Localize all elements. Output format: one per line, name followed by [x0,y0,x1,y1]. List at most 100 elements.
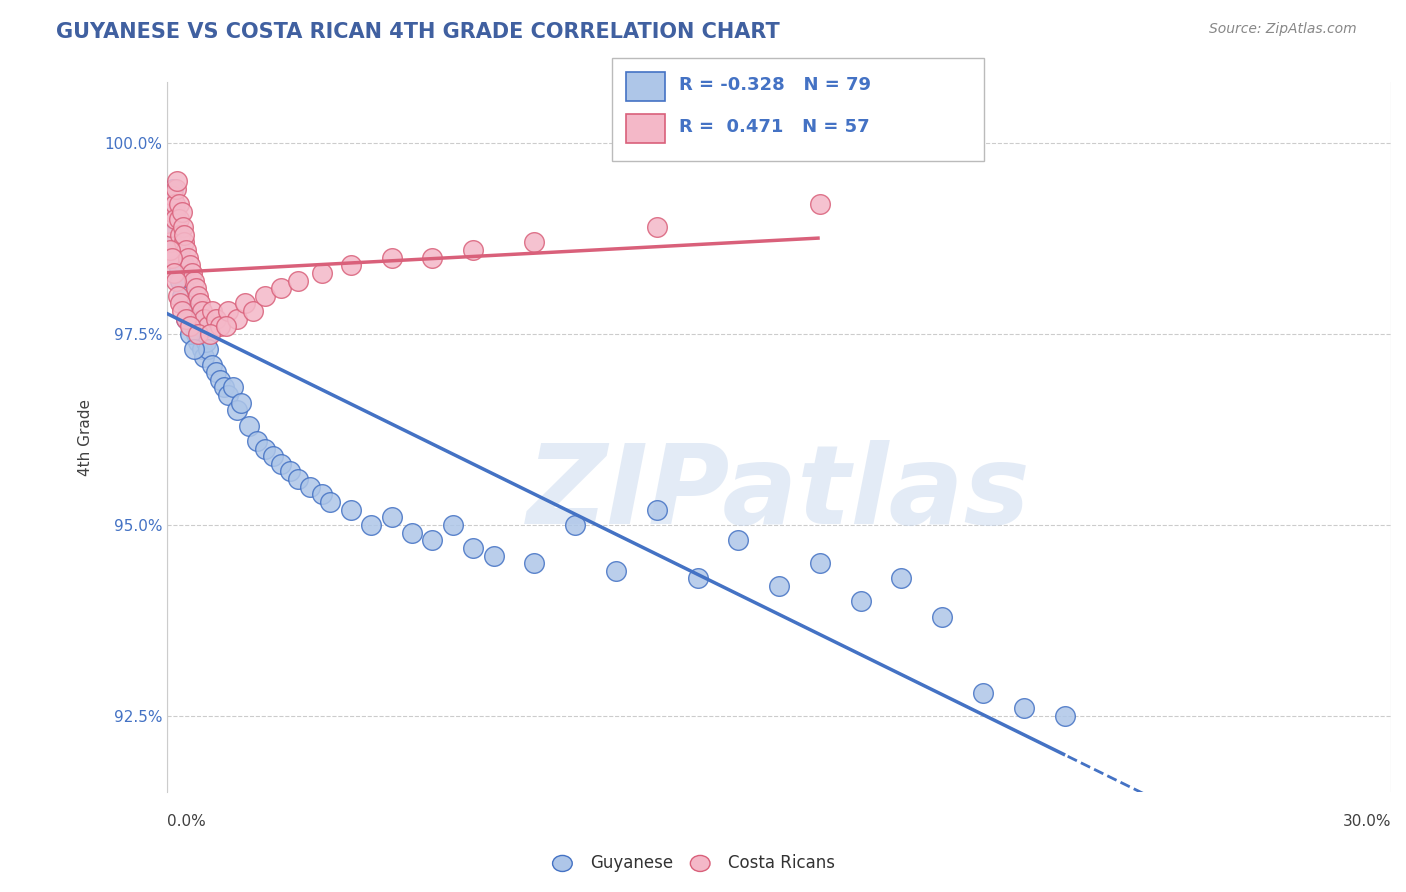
Point [205,311,228,326]
Point [163,212,186,227]
Point [727,533,749,548]
Point [193,311,215,326]
Point [159,235,181,250]
Point [180,266,202,280]
Point [166,174,188,188]
Point [184,326,207,341]
Point [645,502,668,516]
Point [173,281,195,295]
Point [890,571,912,585]
Point [201,304,224,318]
Point [441,518,464,533]
Point [176,251,198,265]
Point [205,365,228,379]
Point [169,212,191,227]
Text: ZIPatlas: ZIPatlas [527,441,1031,548]
Point [187,326,209,341]
Point [157,251,180,265]
Point [169,243,191,257]
Point [176,304,198,318]
Point [360,518,382,533]
Point [645,220,668,235]
Point [254,289,277,303]
Point [183,273,205,287]
Point [422,251,444,265]
Point [233,296,256,310]
Point [849,594,872,608]
Point [217,388,239,402]
Point [319,495,342,509]
Point [214,380,236,394]
Point [605,564,627,578]
Point [564,518,586,533]
Point [523,235,546,250]
Point [172,220,194,235]
Point [169,273,191,287]
Point [163,204,186,219]
Point [201,358,224,372]
Text: Costa Ricans: Costa Ricans [728,855,835,872]
Point [931,609,953,624]
Point [165,273,187,287]
Point [166,258,188,272]
Y-axis label: 4th Grade: 4th Grade [79,399,93,475]
Point [159,189,181,203]
Point [287,273,309,287]
Point [173,235,195,250]
Point [179,319,201,334]
Point [298,480,321,494]
Point [1053,709,1076,723]
Point [165,182,187,196]
Point [166,220,188,235]
Point [191,343,214,357]
Point [808,197,831,211]
Point [162,189,184,203]
Point [188,296,211,310]
Point [254,442,277,456]
Point [229,396,252,410]
Point [401,525,423,540]
Point [340,502,363,516]
Point [242,304,264,318]
Point [193,350,215,364]
Point [278,465,301,479]
Point [381,510,404,524]
Point [179,296,201,310]
Point [174,311,197,326]
Point [197,343,219,357]
Point [167,251,190,265]
Point [172,289,194,303]
Point [183,343,205,357]
Point [170,289,193,303]
Point [160,212,183,227]
Point [160,197,183,211]
Point [170,273,193,287]
Text: GUYANESE VS COSTA RICAN 4TH GRADE CORRELATION CHART: GUYANESE VS COSTA RICAN 4TH GRADE CORREL… [56,22,780,42]
Point [165,235,187,250]
Point [686,571,709,585]
Point [159,243,181,257]
Point [238,418,260,433]
Point [270,457,292,471]
Point [165,212,187,227]
Point [174,243,197,257]
Point [184,281,207,295]
Point [422,533,444,548]
Point [523,556,546,570]
Point [217,304,239,318]
Point [188,319,211,334]
Point [170,304,193,318]
Point [187,334,209,349]
Point [160,204,183,219]
Point [311,266,333,280]
Text: R = -0.328   N = 79: R = -0.328 N = 79 [679,76,872,94]
Point [768,579,790,593]
Point [173,258,195,272]
Point [215,319,238,334]
Point [262,449,284,463]
Point [174,296,197,310]
Point [195,334,218,349]
Point [159,227,181,242]
Point [166,289,188,303]
Point [209,319,232,334]
